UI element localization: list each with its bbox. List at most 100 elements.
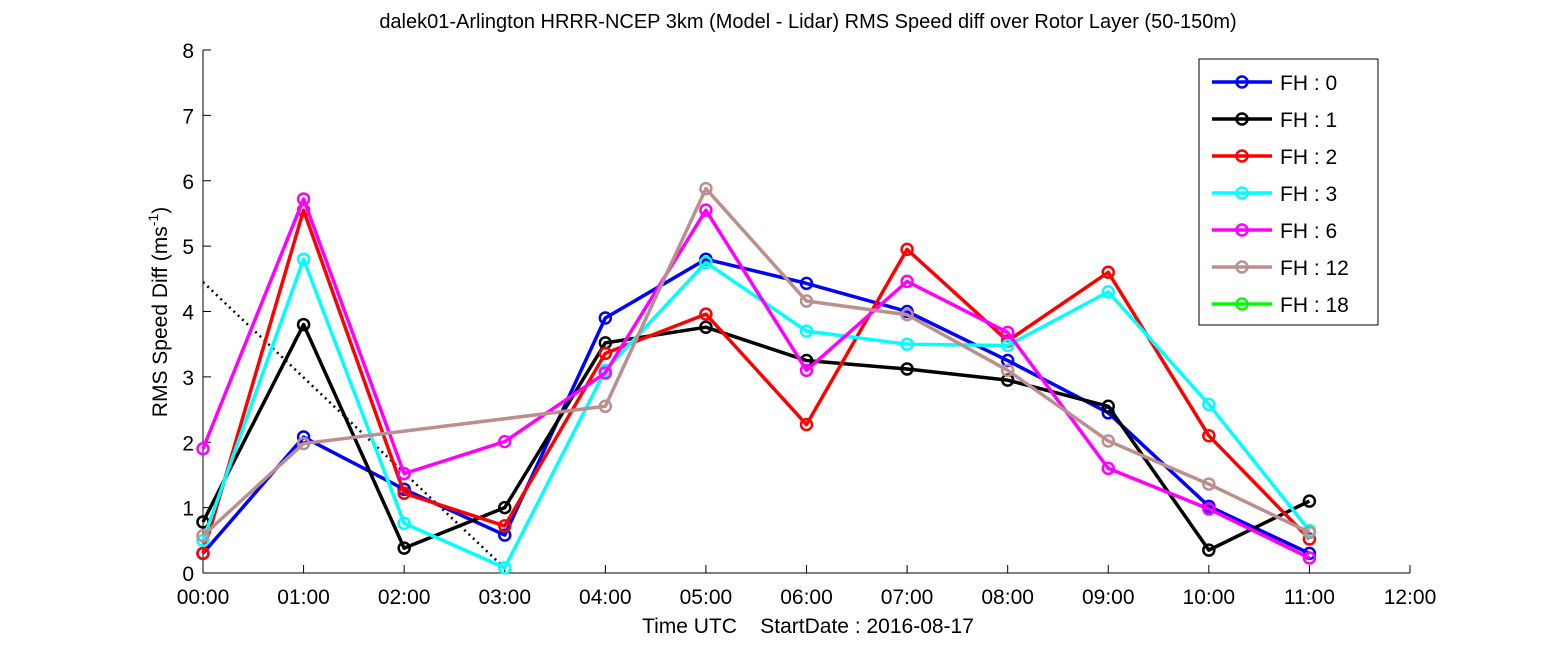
data-point (699, 320, 713, 334)
y-tick-label: 0 (182, 563, 194, 586)
data-point (498, 434, 512, 449)
series-0 (196, 252, 1317, 561)
legend-swatch-marker (1235, 149, 1249, 163)
data-point (900, 362, 914, 376)
x-tick-label: 10:00 (1183, 586, 1236, 609)
x-tick-label: 05:00 (680, 586, 733, 609)
data-point (699, 255, 713, 270)
data-point (1302, 525, 1317, 540)
y-tick-label: 1 (182, 498, 194, 521)
data-point (296, 192, 311, 206)
x-tick-label: 04:00 (579, 586, 632, 609)
data-point (397, 516, 411, 531)
x-axis-label: Time UTC StartDate : 2016-08-17 (642, 615, 974, 638)
data-point (900, 308, 914, 322)
data-point (196, 546, 210, 561)
data-point (598, 311, 613, 325)
data-point (397, 466, 411, 481)
data-point (699, 181, 713, 196)
data-point (397, 486, 411, 500)
data-point (799, 417, 814, 432)
data-point (1101, 265, 1115, 280)
data-point (196, 528, 210, 543)
data-point (1302, 551, 1317, 565)
series-line (201, 197, 1311, 560)
y-tick-label: 7 (182, 105, 194, 128)
data-point (296, 317, 311, 332)
data-point (498, 561, 512, 575)
legend-label: FH : 3 (1280, 183, 1337, 206)
x-tick-label: 02:00 (378, 586, 431, 609)
data-point (1302, 494, 1317, 508)
x-tick-label: 08:00 (981, 586, 1034, 609)
axis-ticks: 00:00 01:00 02:00 03:00 04:00 05:00 06:00 07:00… (177, 40, 1437, 609)
data-point (799, 363, 814, 378)
legend-swatch-marker (1235, 223, 1249, 237)
legend: FH : 0 FH : 1 FH : 2 FH : 3 FH : 6 FH : 12 FH … (1198, 58, 1379, 326)
data-point (1302, 532, 1317, 546)
y-axis-label: RMS Speed Diff (ms-1) (145, 207, 172, 417)
series-3 (196, 252, 1317, 575)
data-point (498, 500, 512, 515)
y-tick-label: 5 (182, 236, 194, 259)
dotted-line (202, 281, 511, 574)
x-tick-label: 06:00 (780, 586, 833, 609)
data-point (900, 274, 914, 289)
chart-title: dalek01-Arlington HRRR-NCEP 3km (Model -… (379, 11, 1236, 33)
series-line (201, 322, 1311, 552)
data-point (900, 337, 914, 351)
series-line (201, 186, 1311, 538)
data-point (799, 324, 814, 338)
data-point (1101, 461, 1115, 476)
y-axis-label-superscript: -1 (145, 214, 161, 227)
data-point (1202, 428, 1216, 443)
data-point (196, 442, 210, 456)
y-tick-label: 2 (182, 432, 194, 455)
legend-label: FH : 18 (1280, 294, 1349, 317)
legend-label: FH : 2 (1280, 146, 1337, 169)
data-point (799, 276, 814, 291)
data-point (598, 366, 613, 380)
x-tick-label: 12:00 (1384, 586, 1437, 609)
legend-swatch-marker (1235, 260, 1249, 274)
legend-swatch-marker (1235, 297, 1249, 311)
x-tick-label: 09:00 (1082, 586, 1135, 609)
data-point (1202, 397, 1216, 412)
x-tick-label: 01:00 (277, 586, 330, 609)
legend-swatch-marker (1235, 75, 1249, 89)
data-point (1101, 434, 1115, 448)
data-point (296, 436, 311, 451)
legend-label: FH : 6 (1280, 220, 1337, 243)
x-tick-label: 07:00 (881, 586, 934, 609)
series-2 (196, 203, 1317, 561)
data-point (900, 242, 914, 257)
data-point (1202, 543, 1216, 557)
data-point (1202, 477, 1216, 491)
legend-label: FH : 0 (1280, 72, 1337, 95)
data-point (1000, 325, 1015, 340)
data-point (498, 528, 512, 542)
x-tick-label: 11:00 (1284, 586, 1335, 609)
series-group (196, 181, 1317, 575)
legend-label: FH : 12 (1280, 257, 1349, 280)
y-tick-label: 6 (182, 171, 194, 194)
legend-label: FH : 1 (1280, 109, 1337, 132)
x-tick-label: 00:00 (177, 586, 230, 609)
y-tick-label: 4 (182, 302, 194, 325)
series-5 (196, 181, 1317, 543)
data-point (699, 307, 713, 321)
data-point (699, 203, 713, 217)
data-point (1101, 285, 1115, 299)
data-point (799, 294, 814, 308)
data-point (1000, 363, 1015, 378)
data-point (1000, 338, 1015, 353)
data-point (397, 541, 411, 555)
series-4 (196, 192, 1317, 565)
legend-swatch-marker (1235, 112, 1249, 126)
data-point (598, 399, 613, 414)
series-line (201, 257, 1311, 555)
data-point (1101, 399, 1115, 414)
data-point (498, 519, 512, 533)
x-tick-label: 03:00 (478, 586, 531, 609)
